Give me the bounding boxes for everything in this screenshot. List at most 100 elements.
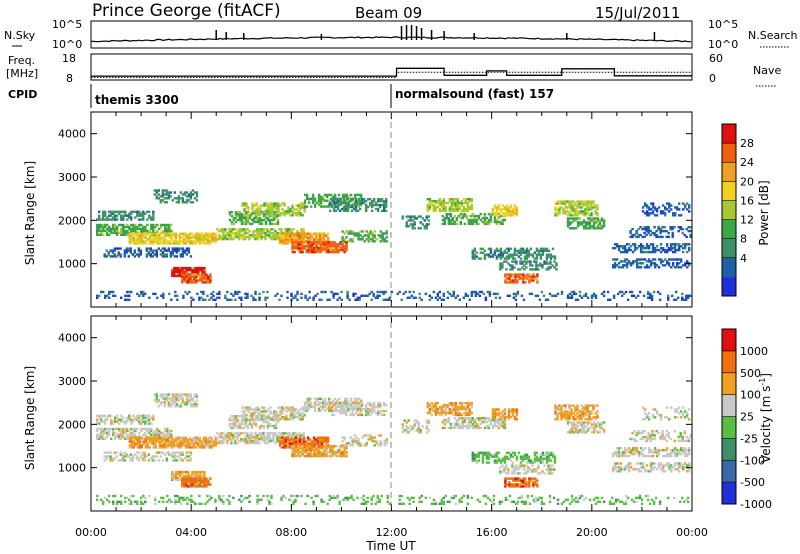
echo-cell [541, 249, 545, 252]
echo-cell [182, 436, 186, 439]
echo-cell [257, 418, 260, 421]
echo-cell [612, 294, 616, 297]
echo-cell [196, 238, 200, 241]
echo-cell [136, 234, 139, 237]
echo-cell [104, 414, 107, 417]
echo-cell [327, 451, 330, 454]
echo-cell [263, 210, 266, 213]
echo-cell [184, 436, 188, 439]
echo-cell [201, 481, 204, 484]
echo-cell [146, 232, 149, 235]
echo-cell [613, 262, 617, 265]
echo-cell [274, 426, 278, 430]
echo-cell [540, 290, 544, 294]
echo-cell [166, 240, 169, 243]
echo-cell [672, 243, 675, 246]
echo-cell [564, 204, 567, 207]
echo-cell [138, 442, 141, 445]
echo-cell [321, 454, 324, 458]
echo-cell [539, 253, 543, 256]
echo-cell [307, 407, 311, 410]
echo-cell [319, 451, 322, 454]
echo-cell [668, 262, 671, 265]
echo-cell [140, 238, 143, 241]
echo-cell [170, 298, 173, 301]
echo-cell [302, 438, 306, 441]
echo-cell [161, 199, 164, 202]
echo-cell [181, 193, 185, 196]
echo-cell [638, 290, 642, 294]
echo-cell [173, 399, 176, 402]
echo-cell [526, 273, 529, 276]
echo-cell [224, 436, 227, 439]
echo-cell [144, 438, 147, 441]
echo-cell [290, 235, 293, 239]
echo-cell [130, 238, 133, 241]
echo-cell [260, 222, 264, 226]
echo-cell [503, 251, 507, 254]
echo-cell [650, 294, 654, 297]
echo-cell [321, 405, 325, 408]
echo-cell [202, 436, 206, 439]
echo-cell [485, 222, 489, 226]
echo-cell [185, 247, 189, 250]
echo-cell [275, 418, 278, 421]
echo-cell [329, 447, 332, 450]
echo-cell [130, 232, 133, 235]
echo-cell [555, 268, 558, 271]
echo-cell [325, 205, 329, 208]
echo-cell [582, 212, 585, 215]
echo-cell [643, 235, 646, 239]
echo-cell [661, 212, 665, 215]
echo-cell [582, 219, 586, 222]
echo-cell [118, 435, 121, 438]
echo-cell [264, 439, 267, 443]
echo-cell [210, 436, 214, 439]
echo-cell [130, 440, 133, 443]
echo-cell [115, 255, 118, 258]
echo-cell [222, 436, 225, 439]
echo-cell [100, 427, 103, 431]
echo-cell [216, 441, 219, 445]
echo-cell [307, 245, 310, 248]
echo-cell [152, 227, 155, 231]
echo-cell [320, 440, 324, 443]
echo-cell [208, 242, 212, 245]
echo-cell [519, 268, 522, 271]
echo-cell [195, 191, 199, 194]
echo-cell [351, 230, 354, 233]
echo-cell [519, 260, 522, 263]
echo-cell [173, 191, 176, 194]
echo-cell [531, 264, 534, 267]
echo-cell [317, 203, 321, 206]
echo-cell [140, 234, 143, 237]
echo-cell [331, 449, 334, 452]
echo-cell [159, 393, 162, 396]
echo-cell [112, 433, 115, 436]
echo-cell [289, 210, 292, 213]
echo-cell [126, 294, 129, 297]
echo-cell [187, 472, 190, 476]
echo-cell [250, 441, 253, 445]
echo-cell [234, 292, 237, 296]
echo-cell [172, 234, 175, 237]
echo-cell [499, 266, 502, 269]
echo-cell [142, 216, 145, 219]
echo-cell [365, 200, 368, 203]
echo-cell [286, 236, 290, 239]
echo-cell [301, 214, 304, 217]
echo-cell [293, 449, 296, 452]
echo-cell [187, 251, 191, 254]
echo-cell [243, 416, 246, 419]
echo-cell [246, 441, 249, 445]
echo-cell [510, 279, 513, 282]
echo-cell [248, 436, 251, 439]
echo-cell [558, 210, 561, 213]
echo-cell [596, 223, 600, 226]
echo-cell [678, 262, 681, 265]
echo-cell [659, 227, 662, 231]
echo-cell [384, 290, 387, 294]
echo-cell [193, 268, 196, 272]
echo-cell [343, 247, 346, 250]
echo-cell [202, 442, 206, 445]
